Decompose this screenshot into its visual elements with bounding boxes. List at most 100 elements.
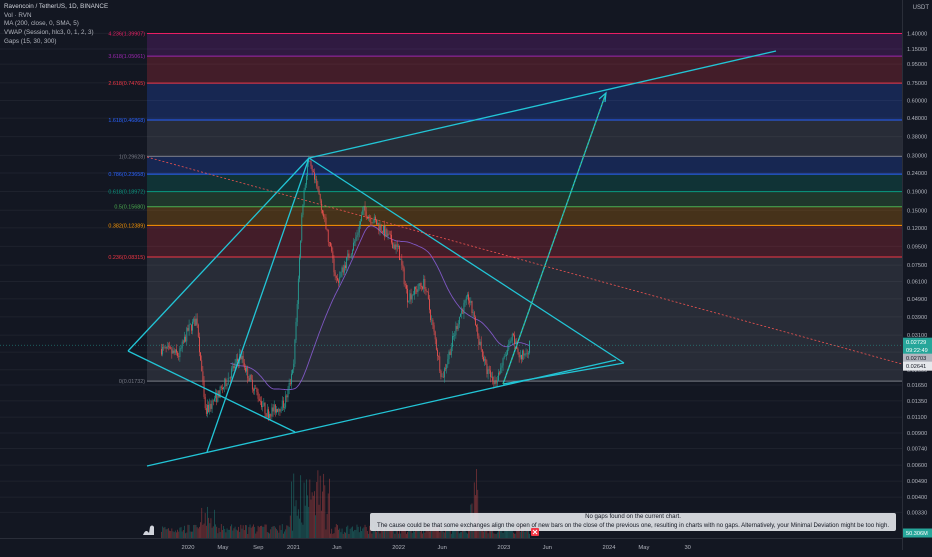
candle-body: [335, 276, 337, 278]
volume-bar: [315, 515, 316, 538]
candle-body: [506, 354, 507, 356]
candle-body: [272, 407, 274, 412]
candle-body: [345, 265, 346, 269]
candle-body: [208, 404, 210, 412]
candle-body: [420, 286, 422, 287]
candle-body: [334, 272, 336, 277]
trend-wedge-lower: [502, 362, 625, 385]
candle-body: [182, 341, 184, 343]
fib-labels: 4.236(1.39907) 3.618(1.05061) 2.618(0.7476…: [108, 31, 145, 385]
volume-bar: [366, 530, 368, 538]
candle-body: [258, 398, 260, 401]
candle-body: [527, 352, 529, 355]
candle-body: [288, 382, 290, 389]
volume-bar: [484, 525, 486, 538]
candle-body: [394, 244, 396, 250]
ma-value-tag-bg: [903, 353, 932, 363]
price-tick-24: 0.00740: [907, 446, 927, 452]
close-icon[interactable]: [531, 528, 539, 536]
price-chart[interactable]: 4.236(1.39907) 3.618(1.05061) 2.618(0.7476…: [0, 0, 903, 538]
candle-body: [395, 244, 397, 250]
volume-bar: [347, 525, 349, 538]
volume-bar: [205, 525, 207, 538]
candle-body: [302, 204, 304, 215]
candle-body: [276, 409, 277, 413]
countdown-tag-bg: [903, 345, 932, 355]
candle-body: [480, 341, 482, 350]
candle-body: [438, 355, 440, 357]
candle-body: [454, 334, 456, 336]
candle-body: [343, 265, 345, 273]
volume-bar: [323, 473, 325, 538]
candle-body: [509, 341, 511, 344]
indicator-legend[interactable]: Ravencoin / TetherUS, 1D, BINANCE Vol · …: [4, 3, 108, 47]
time-tick-2: Sep: [253, 545, 263, 551]
volume-bar: [433, 526, 435, 538]
legend-volume[interactable]: Vol · RVN: [4, 11, 32, 19]
candle-body: [430, 309, 431, 320]
fib-band-0: [147, 33, 902, 57]
volume-bar: [384, 526, 385, 538]
volume-bar: [432, 526, 434, 538]
candle-body: [423, 278, 425, 289]
volume-bar: [483, 531, 484, 538]
volume-bar: [337, 525, 338, 538]
candle-body: [256, 388, 258, 393]
volume-bar: [509, 527, 511, 538]
volume-bar: [525, 525, 527, 538]
volume-bar: [197, 528, 199, 538]
candle-body: [320, 200, 322, 211]
candle-body: [471, 300, 473, 313]
candle-body: [432, 319, 434, 326]
volume-bar: [370, 527, 372, 538]
volume-bar: [449, 529, 451, 538]
volume-bar: [372, 524, 374, 538]
candle-body: [522, 350, 523, 360]
chart-area[interactable]: 4.236(1.39907) 3.618(1.05061) 2.618(0.7476…: [0, 0, 903, 538]
candle-body: [366, 217, 368, 219]
candle-body: [204, 396, 206, 409]
volume-bar: [251, 526, 253, 538]
candle-body: [529, 340, 530, 353]
candle-body: [172, 350, 174, 354]
volume-bar: [454, 526, 456, 538]
volume-bar: [511, 524, 513, 538]
candle-body: [254, 388, 256, 391]
candle-body: [192, 321, 193, 331]
price-axis[interactable]: USDT 1.40000 1.15000 0.95000 0.75000 0.60000…: [902, 0, 932, 550]
volume-bar: [209, 523, 211, 538]
volume-bar: [301, 522, 303, 538]
candle-body: [429, 299, 430, 310]
candle-body: [362, 210, 364, 215]
time-tick-7: 2023: [497, 545, 510, 551]
volume-bar: [340, 532, 342, 538]
price-axis-scale[interactable]: 1.40000 1.15000 0.95000 0.75000 0.60000 0.480…: [903, 0, 932, 550]
volume-bar: [210, 518, 212, 538]
time-axis[interactable]: 2020 May Sep 2021 Jun 2022 Jun 2023 Jun 2024 May 30: [0, 538, 902, 551]
volume-bar: [177, 529, 178, 538]
volume-bar: [502, 532, 504, 538]
candle-body: [325, 217, 327, 230]
volume-bar: [503, 528, 505, 538]
legend-vwap[interactable]: VWAP (Session, hlc3, 0, 1, 2, 3): [4, 29, 94, 37]
volume-bar: [349, 528, 351, 538]
candle-body: [284, 407, 285, 409]
symbol-title[interactable]: Ravencoin / TetherUS, 1D, BINANCE: [4, 3, 109, 10]
candle-body: [194, 318, 196, 326]
legend-ma[interactable]: MA (200, close, 0, SMA, 5): [4, 20, 79, 28]
volume-bar: [169, 530, 170, 538]
volume-bar: [242, 525, 244, 538]
volume-bar: [334, 527, 336, 538]
candle-body: [268, 409, 269, 418]
candle-body: [495, 380, 497, 384]
legend-gaps[interactable]: Gaps (15, 30, 300): [4, 37, 57, 45]
volume-bar: [164, 526, 166, 538]
price-tick-26: 0.00490: [907, 479, 927, 485]
volume-bar: [431, 525, 433, 538]
volume-bar: [402, 527, 404, 538]
candle-body: [174, 349, 176, 353]
volume-bar: [400, 533, 402, 538]
time-axis-scale[interactable]: 2020 May Sep 2021 Jun 2022 Jun 2023 Jun 2024 May 30: [0, 540, 902, 552]
volume-bar: [280, 529, 282, 538]
volume-bar: [264, 524, 266, 538]
